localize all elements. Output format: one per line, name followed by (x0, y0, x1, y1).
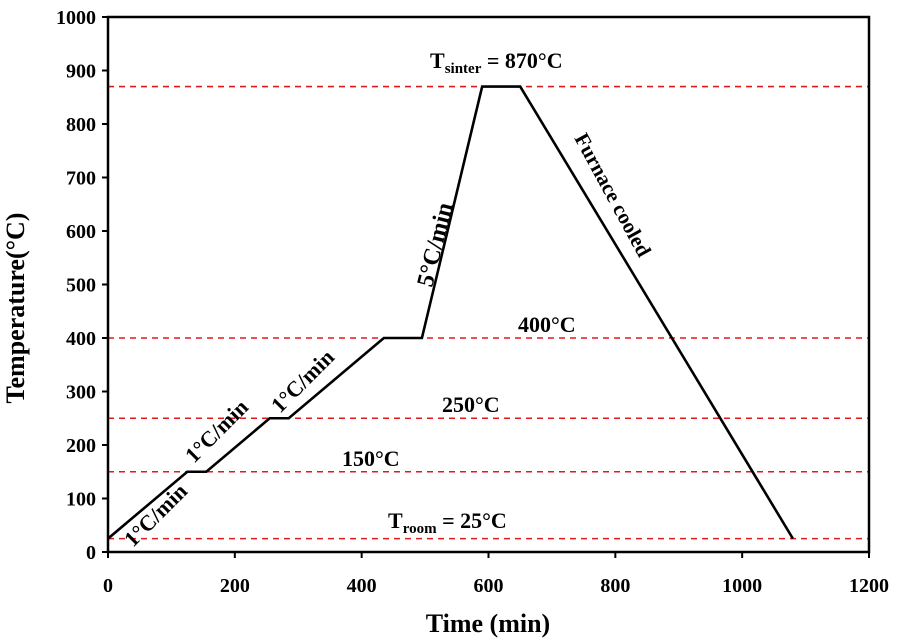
y-tick-label: 0 (86, 542, 96, 564)
rate-label-1: 1°C/min (119, 478, 192, 551)
x-tick-label: 600 (474, 575, 504, 597)
x-tick-label: 1000 (722, 575, 762, 597)
label-400: 400°C (518, 312, 576, 337)
y-tick-label: 100 (66, 489, 96, 511)
temperature-profile (107, 85, 795, 540)
x-axis-title: Time (min) (426, 609, 550, 638)
x-tick-label: 400 (347, 575, 377, 597)
x-tick-label: 200 (220, 575, 250, 597)
y-tick-label: 800 (66, 114, 96, 136)
y-tick-label: 900 (66, 61, 96, 83)
x-tick-label: 1200 (849, 575, 889, 597)
y-tick-label: 1000 (56, 7, 96, 29)
y-tick-label: 400 (66, 328, 96, 350)
y-tick-label: 300 (66, 382, 96, 404)
x-tick-label: 800 (600, 575, 630, 597)
label-250: 250°C (442, 392, 500, 417)
rate-label-2: 1°C/min (180, 394, 253, 467)
y-tick-label: 200 (66, 435, 96, 457)
x-axis: 0 200 400 600 800 1000 1200 (103, 552, 889, 597)
y-tick-label: 500 (66, 275, 96, 297)
rate-label-5: 5°C/min (413, 200, 459, 289)
y-axis-title: Temperature(°C) (1, 213, 30, 404)
x-tick-label: 0 (103, 575, 113, 597)
reference-lines (108, 85, 869, 540)
profile-line-0 (107, 85, 795, 540)
label-150: 150°C (342, 446, 400, 471)
t-room-label: Troom = 25°C (388, 508, 507, 537)
y-tick-label: 700 (66, 168, 96, 190)
y-tick-label: 600 (66, 221, 96, 243)
t-sinter-label: Tsinter = 870°C (430, 48, 563, 77)
y-axis: 0 100 200 300 400 500 600 700 800 900 1000 (56, 7, 108, 564)
